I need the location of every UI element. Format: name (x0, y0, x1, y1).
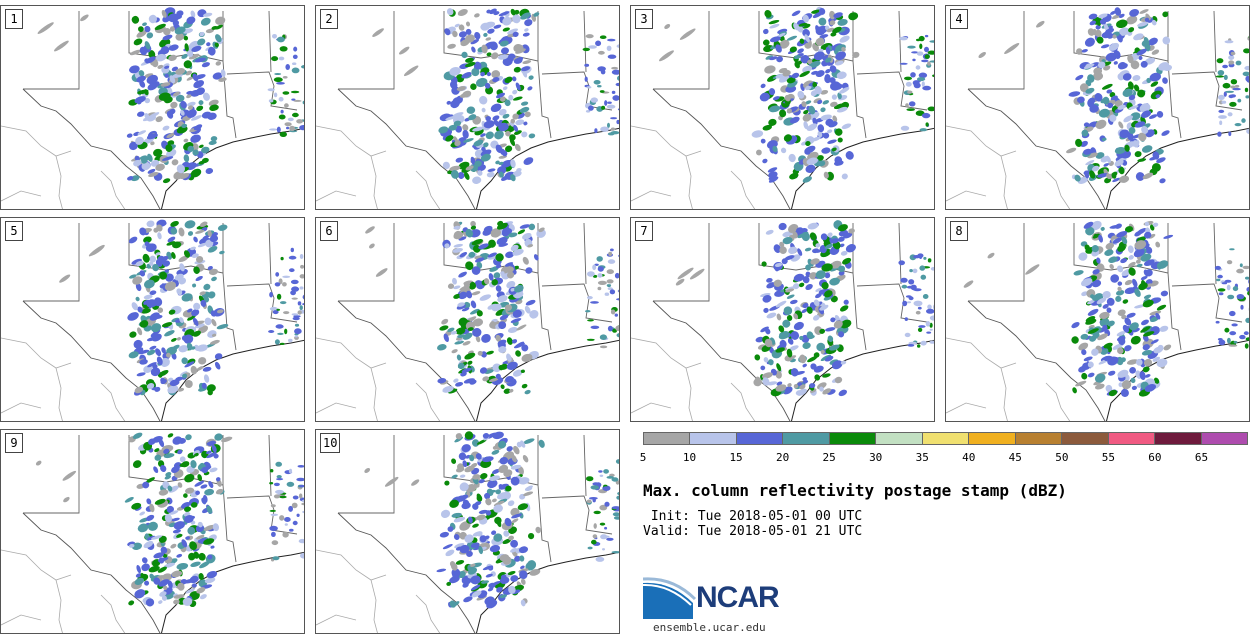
colorbar-tick-label: 55 (1101, 451, 1115, 464)
member-number-label: 7 (635, 221, 653, 241)
reflectivity-map (631, 6, 934, 209)
colorbar: 5 10 15 20 25 30 35 40 45 50 55 60 65 (639, 432, 1248, 466)
colorbar-tick-label: 25 (822, 451, 836, 464)
member-panel-6: 6 (315, 217, 620, 422)
reflectivity-map (316, 8, 619, 209)
colorbar-tick-label: 65 (1194, 451, 1209, 464)
colorbar-box (829, 433, 877, 444)
colorbar-tick-label: 35 (915, 451, 929, 464)
member-panel-3: 3 (630, 5, 935, 210)
member-number-label: 1 (5, 9, 23, 29)
member-number-label: 3 (635, 9, 653, 29)
reflectivity-map (631, 220, 934, 421)
colorbar-box (1015, 433, 1063, 444)
reflectivity-map (316, 220, 619, 421)
reflectivity-map (946, 220, 1249, 421)
reflectivity-map (1, 219, 304, 421)
colorbar-box (969, 433, 1016, 444)
figure-title: Max. column reflectivity postage stamp (… (643, 481, 1067, 500)
member-number-label: 4 (950, 9, 968, 29)
member-panel-4: 4 (945, 5, 1250, 210)
colorbar-box (1155, 433, 1202, 444)
colorbar-box (736, 433, 784, 444)
reflectivity-map (1, 432, 304, 633)
member-panel-7: 7 (630, 217, 935, 422)
colorbar-box (922, 433, 970, 444)
member-number-label: 9 (5, 433, 23, 453)
colorbar-tick-label: 40 (962, 451, 976, 464)
colorbar-tick-label: 50 (1055, 451, 1069, 464)
reflectivity-map (1, 7, 304, 209)
colorbar-box (1201, 433, 1248, 444)
colorbar-box (644, 433, 691, 444)
member-number-label: 6 (320, 221, 338, 241)
colorbar-box (1062, 433, 1109, 444)
member-panel-1: 1 (0, 5, 305, 210)
member-panel-8: 8 (945, 217, 1250, 422)
colorbar-box (876, 433, 923, 444)
member-number-label: 8 (950, 221, 968, 241)
member-panel-5: 5 (0, 217, 305, 422)
member-panel-2: 2 (315, 5, 620, 210)
colorbar-box (783, 433, 830, 444)
colorbar-tick-label: 60 (1148, 451, 1162, 464)
colorbar-box (1108, 433, 1156, 444)
colorbar-tick-label: 10 (682, 451, 697, 464)
member-number-label: 2 (320, 9, 338, 29)
ncar-logo: NCAR (642, 577, 793, 622)
logo-text: NCAR (696, 581, 780, 614)
member-number-label: 10 (320, 433, 341, 453)
colorbar-box (690, 433, 737, 444)
colorbar-tick-label: 30 (869, 451, 883, 464)
colorbar-tick-label: 20 (775, 451, 790, 464)
init-time: Init: Tue 2018-05-01 00 UTC (643, 509, 863, 524)
reflectivity-map (316, 431, 619, 633)
colorbar-tick-label: 45 (1008, 451, 1022, 464)
colorbar-tick-label: 15 (729, 451, 743, 464)
member-panel-10: 10 (315, 429, 620, 634)
ncar-swoosh-icon (642, 577, 697, 619)
reflectivity-map (946, 7, 1249, 209)
colorbar-tick-label: 5 (639, 451, 647, 464)
site-url: ensemble.ucar.edu (653, 621, 766, 634)
member-panel-9: 9 (0, 429, 305, 634)
colorbar-boxes (643, 432, 1248, 445)
valid-time: Valid: Tue 2018-05-01 21 UTC (643, 524, 863, 539)
member-number-label: 5 (5, 221, 23, 241)
